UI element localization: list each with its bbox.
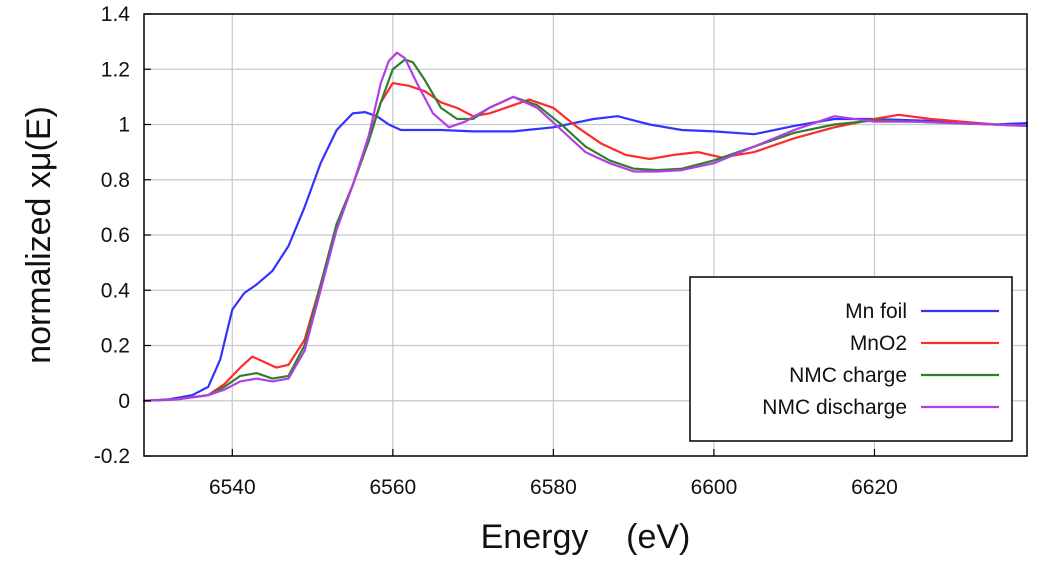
series-line-2 bbox=[142, 58, 1029, 402]
x-tick-label: 6620 bbox=[851, 476, 898, 499]
x-tick-label: 6580 bbox=[530, 476, 577, 499]
series-lines bbox=[142, 51, 1029, 402]
legend-label-3: NMC discharge bbox=[762, 396, 907, 419]
y-tick-label: 0.6 bbox=[101, 224, 130, 247]
legend: Mn foil MnO2 NMC charge NMC discharge bbox=[689, 276, 1013, 442]
legend-box bbox=[689, 276, 1013, 442]
x-axis-title: Energy (eV) bbox=[481, 518, 691, 556]
x-tick-label: 6560 bbox=[369, 476, 416, 499]
y-tick-label: 0.4 bbox=[101, 279, 131, 302]
legend-label-2: NMC charge bbox=[789, 364, 907, 387]
x-tick-labels: 6540 6560 6580 6600 6620 bbox=[209, 449, 898, 499]
series-line-3 bbox=[142, 51, 1029, 402]
series-line-0 bbox=[142, 111, 1029, 402]
y-axis-title: normalized xμ(E) bbox=[20, 106, 58, 364]
y-tick-label: 0.2 bbox=[101, 335, 130, 358]
y-tick-label: 0 bbox=[118, 390, 130, 413]
y-tick-label: 1 bbox=[118, 114, 130, 137]
y-tick-label: -0.2 bbox=[94, 445, 130, 468]
legend-label-1: MnO2 bbox=[850, 332, 907, 355]
x-tick-label: 6600 bbox=[691, 476, 738, 499]
legend-label-0: Mn foil bbox=[845, 300, 907, 323]
y-tick-labels: -0.2 0 0.2 0.4 0.6 0.8 1 1.2 1.4 bbox=[94, 3, 151, 468]
y-tick-label: 1.4 bbox=[101, 3, 131, 26]
x-tick-label: 6540 bbox=[209, 476, 256, 499]
y-tick-label: 1.2 bbox=[101, 58, 130, 81]
y-tick-label: 0.8 bbox=[101, 169, 130, 192]
